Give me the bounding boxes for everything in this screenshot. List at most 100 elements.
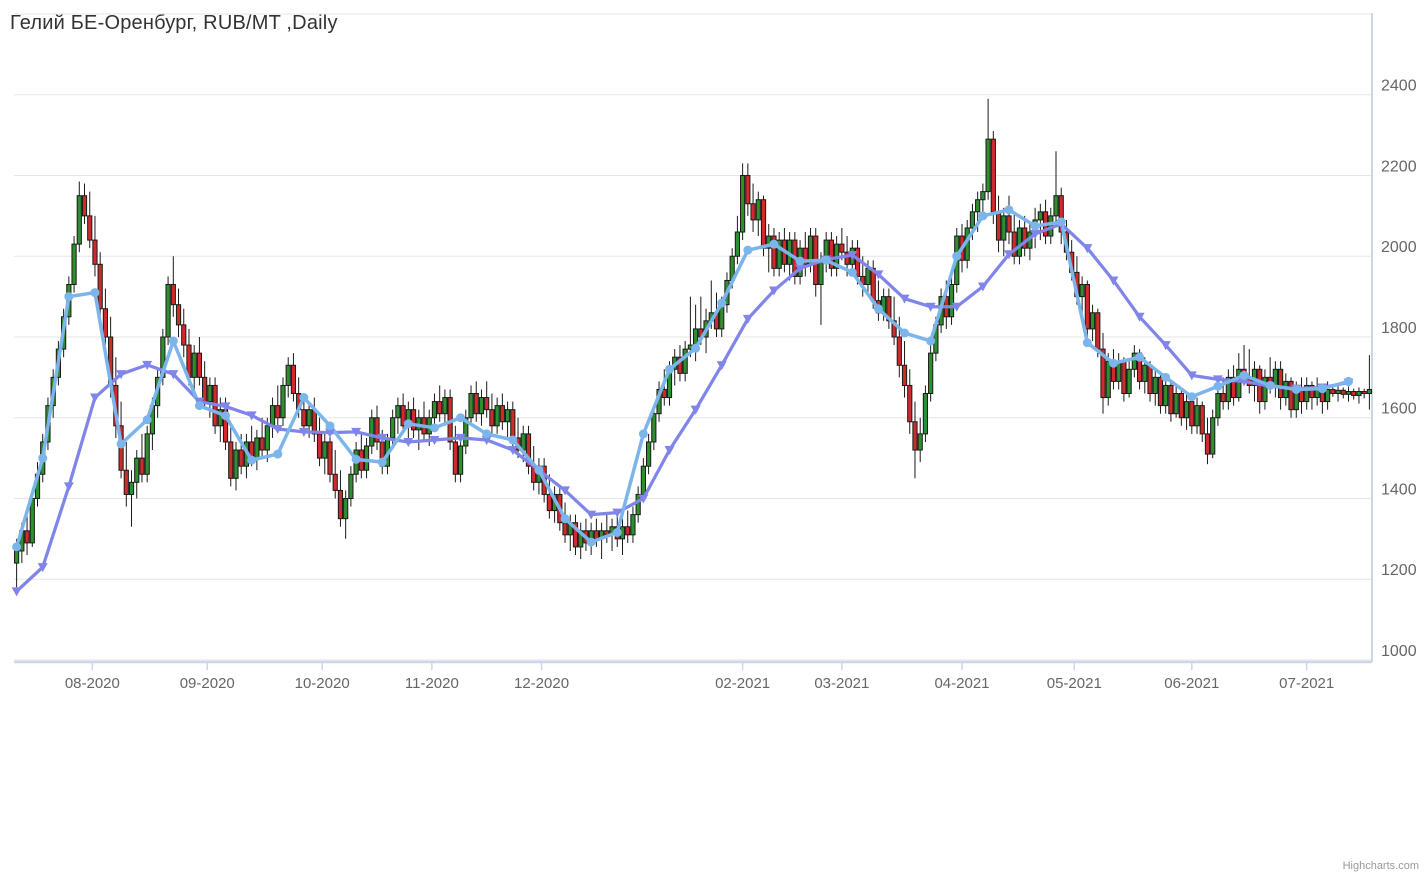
candle[interactable] bbox=[332, 473, 338, 491]
ma-fast-marker[interactable] bbox=[508, 435, 518, 445]
candle[interactable] bbox=[1204, 433, 1211, 455]
candle[interactable] bbox=[1168, 384, 1174, 415]
candle[interactable] bbox=[1178, 393, 1184, 419]
candle[interactable] bbox=[1189, 401, 1195, 427]
ma-slow-marker[interactable] bbox=[847, 251, 858, 261]
candle[interactable] bbox=[306, 409, 312, 427]
candle[interactable] bbox=[395, 405, 401, 419]
ma-slow-marker[interactable] bbox=[481, 435, 492, 445]
ma-fast-marker[interactable] bbox=[691, 343, 701, 353]
candle[interactable] bbox=[975, 199, 981, 213]
ma-slow-marker[interactable] bbox=[795, 264, 806, 274]
candle[interactable] bbox=[818, 259, 824, 286]
ma-slow-marker[interactable] bbox=[899, 294, 910, 304]
candle[interactable] bbox=[1079, 284, 1085, 298]
candle[interactable] bbox=[896, 336, 902, 366]
candle[interactable] bbox=[457, 445, 464, 475]
ma-slow-marker[interactable] bbox=[37, 563, 48, 573]
ma-slow-marker[interactable] bbox=[429, 435, 440, 445]
candle[interactable] bbox=[1100, 348, 1106, 399]
ma-slow-marker[interactable] bbox=[977, 282, 988, 292]
ma-fast-marker[interactable] bbox=[1161, 372, 1171, 382]
ma-fast-marker[interactable] bbox=[168, 336, 178, 346]
ma-slow-marker[interactable] bbox=[455, 433, 466, 443]
ma-fast-marker[interactable] bbox=[325, 421, 335, 431]
candle[interactable] bbox=[886, 296, 892, 322]
candle[interactable] bbox=[290, 364, 297, 395]
candle[interactable] bbox=[1157, 376, 1164, 407]
ma-fast-marker[interactable] bbox=[482, 429, 492, 439]
ma-fast-marker[interactable] bbox=[847, 267, 857, 277]
ma-fast-marker[interactable] bbox=[142, 415, 152, 425]
candle[interactable] bbox=[776, 239, 782, 269]
candle[interactable] bbox=[1053, 195, 1059, 217]
candle[interactable] bbox=[635, 493, 641, 516]
ma-fast-marker[interactable] bbox=[12, 542, 22, 552]
ma-slow-marker[interactable] bbox=[403, 437, 414, 447]
candle[interactable] bbox=[390, 417, 396, 439]
ma-fast-marker[interactable] bbox=[1082, 338, 1092, 348]
ma-fast-marker[interactable] bbox=[926, 336, 936, 346]
candle[interactable] bbox=[546, 493, 552, 512]
candle[interactable] bbox=[301, 409, 307, 427]
candle[interactable] bbox=[14, 550, 20, 564]
candle[interactable] bbox=[651, 413, 657, 443]
candle[interactable] bbox=[520, 433, 526, 451]
ma-fast-marker[interactable] bbox=[351, 454, 361, 464]
ma-slow-marker[interactable] bbox=[1030, 230, 1041, 240]
candle[interactable] bbox=[76, 195, 82, 245]
candle[interactable] bbox=[175, 304, 182, 326]
candle[interactable] bbox=[1361, 390, 1367, 395]
candle[interactable] bbox=[1011, 231, 1017, 257]
candle[interactable] bbox=[343, 497, 349, 520]
candle[interactable] bbox=[1351, 390, 1357, 397]
candle[interactable] bbox=[745, 174, 751, 205]
ma-slow-marker[interactable] bbox=[168, 370, 179, 380]
candle[interactable] bbox=[316, 433, 323, 459]
candle[interactable] bbox=[463, 417, 469, 447]
candle[interactable] bbox=[285, 364, 291, 386]
candle[interactable] bbox=[917, 433, 923, 451]
ma-fast-marker[interactable] bbox=[952, 251, 962, 261]
ma-fast-marker[interactable] bbox=[429, 423, 439, 433]
candle[interactable] bbox=[92, 239, 98, 265]
candle[interactable] bbox=[985, 138, 991, 193]
candle[interactable] bbox=[562, 522, 568, 536]
ma-fast-marker[interactable] bbox=[560, 514, 570, 524]
ma-fast-marker[interactable] bbox=[1213, 381, 1223, 391]
candle[interactable] bbox=[661, 388, 667, 399]
ma-fast-marker[interactable] bbox=[221, 411, 231, 421]
candle[interactable] bbox=[1199, 405, 1205, 435]
candle[interactable] bbox=[734, 231, 740, 257]
candle[interactable] bbox=[901, 364, 908, 386]
ma-fast-marker[interactable] bbox=[1187, 392, 1197, 402]
candle[interactable] bbox=[682, 348, 688, 374]
candle[interactable] bbox=[1016, 227, 1023, 257]
candle[interactable] bbox=[1335, 389, 1341, 395]
ma-fast-marker[interactable] bbox=[456, 413, 466, 423]
ma-slow-marker[interactable] bbox=[351, 427, 362, 437]
ma-fast-marker[interactable] bbox=[821, 255, 831, 265]
ma-fast-marker[interactable] bbox=[116, 439, 126, 449]
candle[interactable] bbox=[1220, 393, 1226, 403]
candle[interactable] bbox=[269, 405, 276, 427]
ma-fast-marker[interactable] bbox=[1343, 376, 1353, 386]
candle[interactable] bbox=[980, 191, 986, 201]
candle[interactable] bbox=[912, 421, 918, 451]
candle[interactable] bbox=[259, 437, 265, 451]
candle[interactable] bbox=[1142, 364, 1148, 382]
candle[interactable] bbox=[1366, 388, 1372, 395]
ma-fast-marker[interactable] bbox=[1317, 384, 1327, 394]
candle[interactable] bbox=[29, 497, 35, 544]
candle[interactable] bbox=[473, 393, 479, 415]
ma-slow-marker[interactable] bbox=[11, 587, 22, 597]
candle[interactable] bbox=[369, 417, 375, 447]
ma-fast-marker[interactable] bbox=[273, 449, 283, 459]
candle[interactable] bbox=[1236, 368, 1242, 399]
candle[interactable] bbox=[740, 174, 746, 233]
candle[interactable] bbox=[499, 405, 505, 423]
candle[interactable] bbox=[969, 211, 976, 229]
ma-fast-marker[interactable] bbox=[873, 304, 883, 314]
candle[interactable] bbox=[525, 433, 532, 467]
